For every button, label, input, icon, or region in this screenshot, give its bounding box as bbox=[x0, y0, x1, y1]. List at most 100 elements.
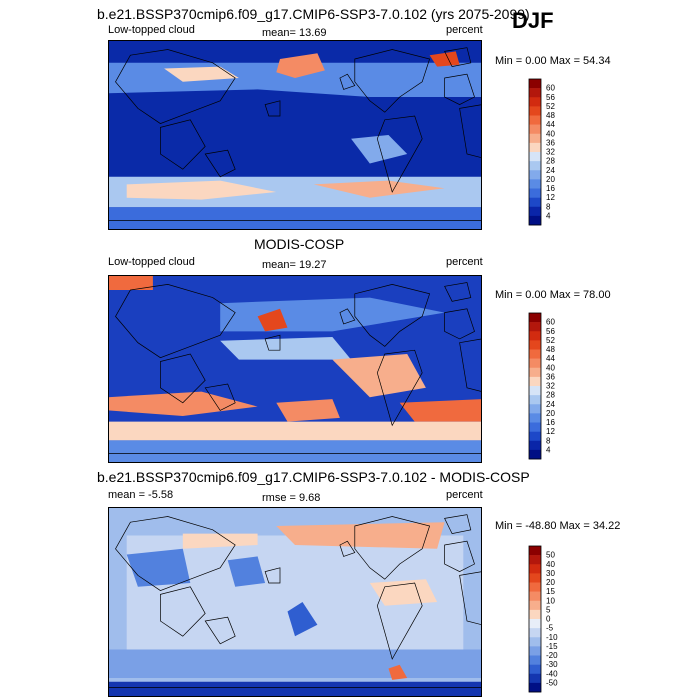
colorbar-box bbox=[529, 322, 541, 332]
contour-region bbox=[351, 135, 408, 164]
colorbar-tick-label: 4 bbox=[546, 445, 551, 454]
contour-region bbox=[388, 664, 408, 680]
colorbar-box bbox=[529, 215, 541, 226]
coastline bbox=[339, 540, 356, 557]
colorbar-tick-label: 44 bbox=[546, 354, 555, 363]
colorbar-box bbox=[529, 88, 541, 98]
colorbar-box bbox=[529, 358, 541, 369]
colorbar-box bbox=[529, 97, 541, 107]
map-field bbox=[108, 507, 482, 697]
colorbar-tick-label: 28 bbox=[546, 391, 555, 400]
contour-region bbox=[429, 51, 460, 67]
colorbar-tick-label: 10 bbox=[546, 596, 555, 605]
coastline bbox=[376, 582, 423, 660]
coastline bbox=[444, 282, 472, 302]
coastlines bbox=[108, 47, 482, 230]
colorbar-tick-label: 48 bbox=[546, 345, 555, 354]
coastline bbox=[264, 100, 281, 117]
colorbar-tick-label: -15 bbox=[546, 642, 558, 651]
panel-1-left-label: Low-topped cloud bbox=[108, 24, 195, 36]
colorbar-box bbox=[529, 449, 541, 460]
colorbar-tick-label: 44 bbox=[546, 120, 555, 129]
colorbar-box bbox=[529, 340, 541, 350]
contour-region bbox=[276, 399, 340, 422]
colorbar-box bbox=[529, 367, 541, 378]
contour-region bbox=[108, 649, 482, 678]
colorbar-box bbox=[529, 386, 541, 396]
panel-1-units-label: percent bbox=[446, 24, 483, 36]
colorbar-tick-label: 48 bbox=[546, 111, 555, 120]
colorbar-box bbox=[529, 197, 541, 208]
colorbar-box bbox=[529, 313, 541, 323]
colorbar-box bbox=[529, 206, 541, 217]
colorbar-box bbox=[529, 79, 541, 89]
colorbar-box bbox=[529, 188, 541, 198]
colorbar-box bbox=[529, 619, 541, 629]
coastline bbox=[376, 349, 423, 427]
colorbar-box bbox=[529, 431, 541, 442]
contour-region bbox=[399, 399, 482, 422]
colorbar-tick-label: 36 bbox=[546, 138, 555, 147]
coastline bbox=[115, 516, 236, 591]
coastline bbox=[459, 104, 482, 159]
coastline bbox=[264, 567, 281, 584]
colorbar-tick-label: 0 bbox=[546, 615, 551, 624]
colorbar-box bbox=[529, 582, 541, 592]
coastline bbox=[160, 586, 206, 637]
contour-region bbox=[108, 207, 482, 230]
colorbar-tick-label: 40 bbox=[546, 363, 555, 372]
coastline bbox=[376, 115, 423, 193]
colorbar-box bbox=[529, 646, 541, 656]
colorbar-box bbox=[529, 422, 541, 432]
panel-2-units-label: percent bbox=[446, 256, 483, 268]
colorbar-tick-label: 12 bbox=[546, 193, 555, 202]
colorbar-box bbox=[529, 395, 541, 405]
coastline bbox=[459, 571, 482, 626]
contour-region bbox=[126, 548, 191, 587]
colorbar-tick-label: 20 bbox=[546, 578, 555, 587]
coastline bbox=[160, 353, 206, 404]
colorbar-box bbox=[529, 573, 541, 583]
colorbar-box bbox=[529, 152, 541, 162]
colorbar-box bbox=[529, 161, 541, 171]
colorbar-box bbox=[529, 628, 541, 638]
colorbar-box bbox=[529, 413, 541, 423]
panel-3-units-label: percent bbox=[446, 489, 483, 501]
colorbar-box bbox=[529, 404, 541, 414]
colorbar-tick-label: 32 bbox=[546, 148, 555, 157]
colorbar-tick-label: -50 bbox=[546, 678, 558, 687]
colorbar-tick-label: 60 bbox=[546, 84, 555, 93]
panel-3-rmse-label: rmse = 9.68 bbox=[262, 492, 321, 504]
season-label: DJF bbox=[512, 8, 554, 33]
coastline bbox=[339, 73, 356, 90]
panel-1-mean-label: mean= 13.69 bbox=[262, 27, 327, 39]
colorbar-tick-label: 60 bbox=[546, 318, 555, 327]
colorbar-box bbox=[529, 376, 541, 387]
coastline bbox=[444, 47, 472, 67]
panel-1-min-max: Min = 0.00 Max = 54.34 bbox=[495, 55, 611, 67]
colorbar-box bbox=[529, 133, 541, 144]
colorbar-tick-label: 24 bbox=[546, 400, 555, 409]
coastline bbox=[115, 284, 236, 359]
contour-region bbox=[287, 602, 318, 637]
colorbar-box bbox=[529, 440, 541, 451]
colorbar-tick-label: -30 bbox=[546, 660, 558, 669]
colorbar-box bbox=[529, 564, 541, 574]
colorbar-tick-label: 16 bbox=[546, 418, 555, 427]
contour-region bbox=[108, 421, 482, 441]
colorbar-box bbox=[529, 124, 541, 135]
colorbar-tick-label: 5 bbox=[546, 605, 551, 614]
coastline bbox=[339, 308, 356, 325]
panel-2-left-label: Low-topped cloud bbox=[108, 256, 195, 268]
contour-region bbox=[257, 308, 288, 332]
colorbar-box bbox=[529, 349, 541, 359]
colorbar-box bbox=[529, 664, 541, 675]
coastline bbox=[444, 540, 475, 572]
colorbar-tick-label: 52 bbox=[546, 336, 555, 345]
coastline bbox=[444, 514, 472, 534]
colorbar-tick-label: -40 bbox=[546, 669, 558, 678]
contour-region bbox=[332, 354, 426, 398]
panel-3-min-max: Min = -48.80 Max = 34.22 bbox=[495, 520, 621, 532]
panel-3-map bbox=[108, 507, 482, 697]
